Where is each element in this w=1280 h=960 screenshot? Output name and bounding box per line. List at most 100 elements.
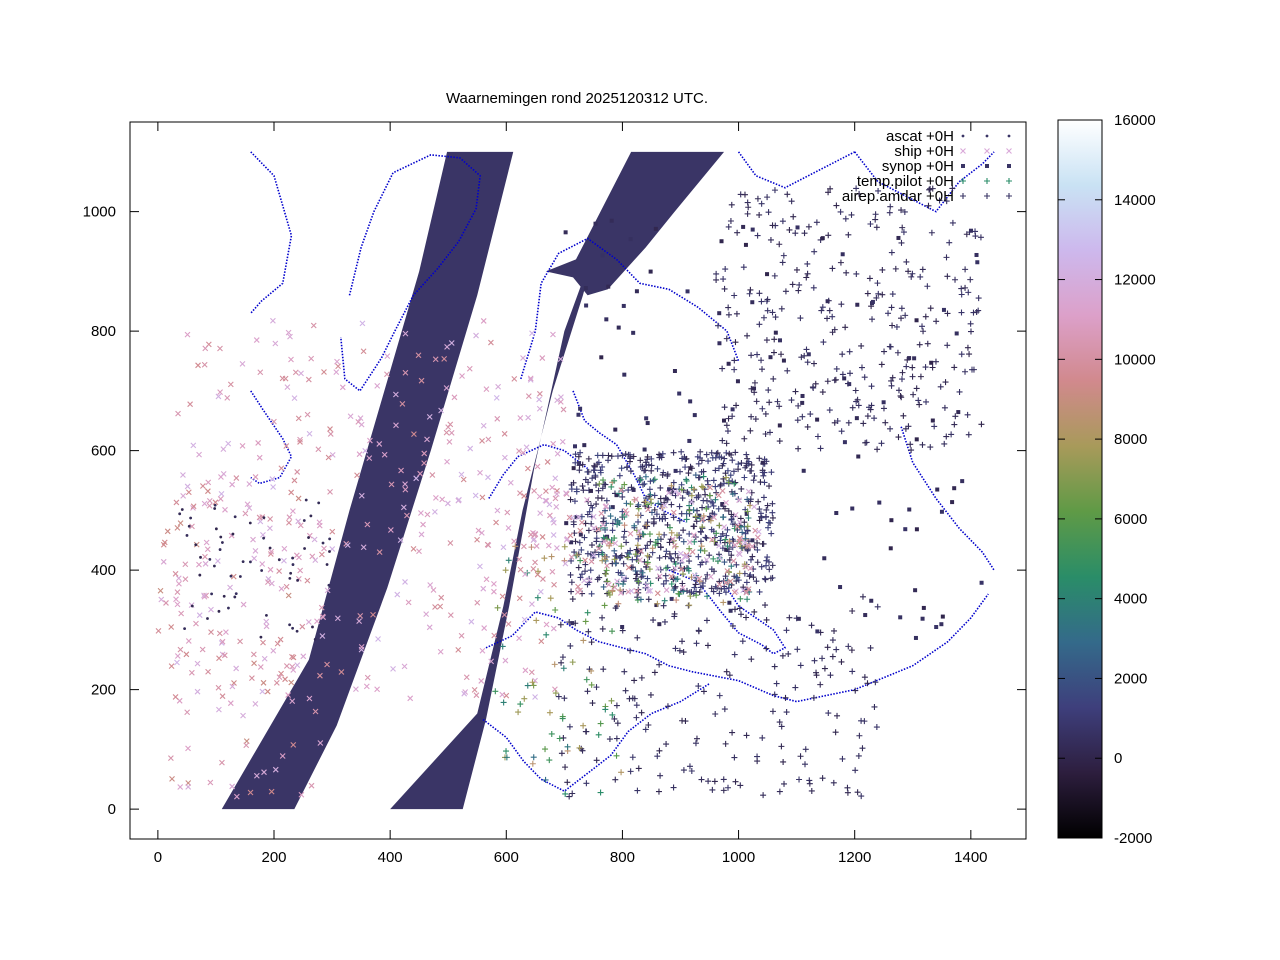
temp-pilot-h-point <box>698 543 705 550</box>
airep-amdar-h-point <box>599 625 606 632</box>
synop-h-point <box>750 227 755 232</box>
ship-h-point <box>528 669 535 676</box>
airep-amdar-h-point <box>965 431 972 438</box>
ship-h-point <box>427 582 434 588</box>
airep-amdar-h-point <box>970 366 977 373</box>
ship-h-point <box>174 653 181 659</box>
synop-h-point <box>735 379 740 384</box>
ship-h-point <box>523 444 530 451</box>
synop-h-point <box>870 299 875 304</box>
airep-amdar-h-point <box>622 451 629 458</box>
legend-marker <box>984 148 990 154</box>
airep-amdar-h-point <box>744 527 751 534</box>
airep-amdar-h-point <box>706 552 713 559</box>
airep-amdar-h-point <box>735 461 742 468</box>
airep-amdar-h-point <box>765 519 772 526</box>
airep-amdar-h-point <box>617 554 624 561</box>
airep-amdar-h-point <box>697 561 704 568</box>
airep-amdar-h-point <box>557 621 564 628</box>
airep-amdar-h-point <box>692 740 699 747</box>
ascat-h-point <box>221 541 224 544</box>
ship-h-point <box>707 484 713 491</box>
airep-amdar-h-point <box>748 461 755 468</box>
airep-amdar-h-point <box>677 559 684 566</box>
ship-h-point <box>461 690 468 697</box>
ship-h-point <box>257 369 264 376</box>
airep-amdar-h-point <box>725 304 732 311</box>
airep-amdar-h-point <box>662 572 669 579</box>
ship-h-point <box>221 652 228 659</box>
ship-h-point <box>493 519 499 526</box>
airep-amdar-h-point <box>832 729 839 736</box>
ship-h-point <box>638 548 644 555</box>
airep-amdar-h-point <box>825 710 832 717</box>
airep-amdar-h-point <box>743 579 750 586</box>
synop-h-point <box>680 588 685 593</box>
ship-h-point <box>295 518 302 525</box>
ship-h-point <box>554 450 561 457</box>
ship-h-point <box>251 660 257 667</box>
synop-h-point <box>728 608 733 613</box>
airep-amdar-h-point <box>679 638 686 645</box>
synop-h-point <box>726 361 731 366</box>
ascat-h-point <box>227 606 230 610</box>
ship-h-point <box>550 331 556 338</box>
colorbar-tick-label: 14000 <box>1114 192 1156 209</box>
airep-amdar-h-point <box>592 473 599 480</box>
airep-amdar-h-point <box>897 392 904 399</box>
ship-h-point <box>743 589 750 596</box>
ship-h-point <box>285 592 292 599</box>
synop-h-point <box>877 500 882 505</box>
ship-h-point <box>317 740 324 746</box>
synop-h-point <box>574 515 579 520</box>
airep-amdar-h-point <box>612 552 619 559</box>
ship-h-point <box>196 451 202 458</box>
temp-pilot-h-point <box>713 530 720 537</box>
ship-h-point <box>207 779 214 786</box>
airep-amdar-h-point <box>555 693 562 700</box>
ship-h-point <box>392 391 399 398</box>
airep-amdar-h-point <box>743 451 750 458</box>
airep-amdar-h-point <box>784 191 791 198</box>
ship-h-point <box>178 610 185 617</box>
airep-amdar-h-point <box>776 403 783 410</box>
airep-amdar-h-point <box>686 763 693 770</box>
ship-h-point <box>279 753 286 759</box>
airep-amdar-h-point <box>621 528 628 535</box>
ship-h-point <box>347 413 354 420</box>
coastline-9 <box>854 151 995 213</box>
ascat-h-point <box>233 595 237 599</box>
synop-h-point <box>576 412 581 417</box>
synop-h-point <box>913 635 918 640</box>
temp-pilot-h-point <box>548 730 555 737</box>
temp-pilot-h-point <box>744 523 751 530</box>
airep-amdar-h-point <box>741 570 748 577</box>
ship-h-point <box>267 566 274 573</box>
airep-amdar-h-point <box>691 523 698 530</box>
ship-h-point <box>723 499 729 506</box>
airep-amdar-h-point <box>599 485 606 492</box>
ship-h-point <box>480 422 487 429</box>
ship-h-point <box>656 573 663 580</box>
airep-amdar-h-point <box>732 479 739 486</box>
ship-h-point <box>324 587 331 594</box>
synop-h-point <box>724 547 729 552</box>
airep-amdar-h-point <box>769 500 776 507</box>
synop-h-point <box>888 546 893 551</box>
airep-amdar-h-point <box>769 562 776 569</box>
airep-amdar-h-point <box>843 269 850 276</box>
airep-amdar-h-point <box>662 553 669 560</box>
airep-amdar-h-point <box>719 437 726 444</box>
temp-pilot-h-point <box>637 596 644 603</box>
ship-h-point <box>550 440 557 447</box>
airep-amdar-h-point <box>614 453 621 460</box>
ship-h-point <box>289 663 296 670</box>
ship-h-point <box>185 638 192 644</box>
synop-h-point <box>570 621 575 626</box>
airep-amdar-h-point <box>593 538 600 545</box>
airep-amdar-h-point <box>878 361 885 368</box>
airep-amdar-h-point <box>595 487 602 494</box>
airep-amdar-h-point <box>711 568 718 575</box>
airep-amdar-h-point <box>804 359 811 366</box>
ship-h-point <box>338 669 345 675</box>
